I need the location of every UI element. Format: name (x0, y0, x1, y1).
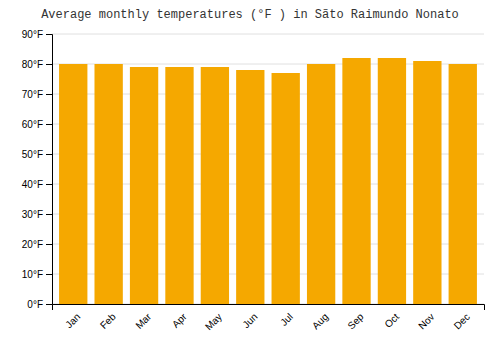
tick: 10°F (22, 269, 52, 280)
tick-mark (46, 64, 52, 65)
tick-mark (46, 304, 52, 305)
tick: 60°F (22, 119, 52, 130)
tick: 30°F (22, 209, 52, 220)
tick-label: Mar (133, 311, 153, 331)
bar (59, 64, 87, 304)
grid-line (52, 34, 484, 35)
tick-label: Jan (63, 311, 82, 330)
tick: Jul (278, 311, 295, 328)
grid (52, 34, 484, 304)
tick-label: Nov (416, 311, 436, 331)
tick: 20°F (22, 239, 52, 250)
tick-mark (46, 34, 52, 35)
bar (272, 73, 300, 304)
bars (59, 58, 477, 304)
tick-label: 30°F (22, 209, 43, 220)
bar (201, 67, 229, 304)
tick: 80°F (22, 59, 52, 70)
tick: 90°F (22, 29, 52, 40)
tick-mark (46, 274, 52, 275)
tick-label: 70°F (22, 89, 43, 100)
bar (342, 58, 370, 304)
tick-label: Oct (382, 311, 401, 330)
tick-label: 60°F (22, 119, 43, 130)
bar (94, 64, 122, 304)
chart: Average monthly temperatures (°F ) in Sã… (0, 0, 500, 350)
tick-label: 80°F (22, 59, 43, 70)
tick: Sep (345, 311, 366, 332)
tick-label: Dec (452, 311, 472, 331)
tick-mark (46, 184, 52, 185)
tick-label: Jul (278, 311, 295, 328)
tick-mark (46, 154, 52, 155)
tick: Feb (98, 311, 118, 331)
tick-label: May (203, 311, 224, 332)
tick: 70°F (22, 89, 52, 100)
tick-label: 50°F (22, 149, 43, 160)
tick-mark (46, 124, 52, 125)
tick: 0°F (27, 299, 52, 310)
tick-label: 40°F (22, 179, 43, 190)
bar (413, 61, 441, 304)
bar (449, 64, 477, 304)
tick-label: Aug (310, 311, 330, 331)
axis-line (53, 305, 485, 311)
tick-label: Feb (98, 311, 118, 331)
tick-mark (46, 244, 52, 245)
tick: Apr (170, 311, 189, 330)
tick: Oct (382, 311, 401, 330)
tick: 50°F (22, 149, 52, 160)
plot: 0°F 10°F 20°F 30°F 40°F 50°F 60°F 70°F 80°F 90°F J… (22, 29, 485, 333)
tick: Dec (452, 311, 472, 331)
x-axis: Jan Feb Mar Apr May Jun Jul Aug Sep Oct Nov Dec (53, 305, 485, 333)
bar (165, 67, 193, 304)
tick: Aug (310, 311, 330, 331)
tick-mark (46, 94, 52, 95)
bar (236, 70, 264, 304)
tick-label: 90°F (22, 29, 43, 40)
tick: Jan (63, 311, 82, 330)
tick: May (203, 311, 224, 332)
bar (378, 58, 406, 304)
tick: Nov (416, 311, 436, 331)
tick-label: Sep (345, 311, 366, 332)
tick-label: Apr (170, 311, 189, 330)
title: Average monthly temperatures (°F ) in Sã… (41, 8, 459, 22)
tick: 40°F (22, 179, 52, 190)
tick-mark (46, 214, 52, 215)
bar (307, 64, 335, 304)
tick-label: 10°F (22, 269, 43, 280)
tick: Jun (240, 311, 259, 330)
bar (130, 67, 158, 304)
y-axis: 0°F 10°F 20°F 30°F 40°F 50°F 60°F 70°F 80°F 90°F (22, 29, 53, 310)
tick-label: Jun (240, 311, 259, 330)
tick: Mar (133, 311, 153, 331)
axis-line (46, 35, 53, 305)
tick-label: 0°F (27, 299, 43, 310)
tick-label: 20°F (22, 239, 43, 250)
